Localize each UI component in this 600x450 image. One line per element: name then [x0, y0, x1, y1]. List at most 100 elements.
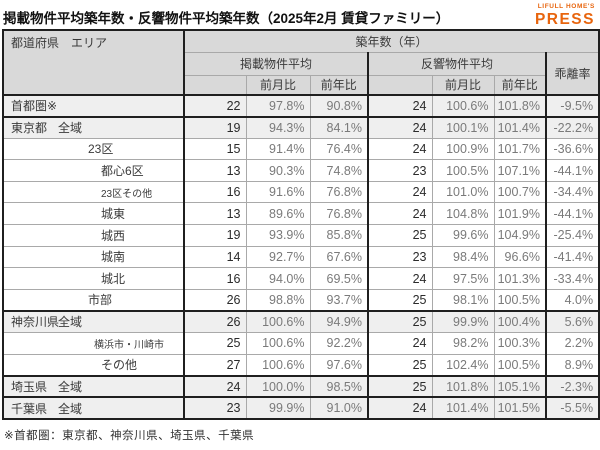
response-mom-value: 98.4% — [431, 245, 495, 269]
table-header: 都道府県 エリア 築年数（年） 掲載物件平均 反響物件平均 乖離率 前月比 前年… — [2, 29, 600, 96]
table-row: 都心6区 13 90.3% 74.8% 23 100.5% 107.1% -44… — [2, 159, 600, 182]
listed-yoy-value: 90.8% — [309, 94, 369, 118]
response-age-value: 24 — [367, 202, 433, 226]
response-yoy-value: 107.1% — [493, 159, 547, 182]
listed-yoy-value: 92.2% — [309, 332, 369, 355]
deviation-rate-value: -33.4% — [545, 267, 600, 290]
response-age-value: 24 — [367, 116, 433, 139]
header-deviation-rate: 乖離率 — [545, 51, 600, 96]
area-cell: 埼玉県 全域 — [2, 375, 185, 399]
area-cell: 城北 — [2, 267, 185, 290]
listed-age-value: 22 — [183, 94, 247, 118]
deviation-rate-value: -25.4% — [545, 224, 600, 247]
response-yoy-value: 101.7% — [493, 137, 547, 161]
response-age-value: 24 — [367, 137, 433, 161]
area-cell: その他 — [2, 353, 185, 377]
table-row: 城東 13 89.6% 76.8% 24 104.8% 101.9% -44.1… — [2, 202, 600, 226]
response-yoy-value: 105.1% — [493, 375, 547, 399]
header-response-average: 反響物件平均 — [367, 51, 547, 76]
listed-age-value: 23 — [183, 396, 247, 420]
area-cell: 東京都 全域 — [2, 116, 185, 139]
area-label: 全域 — [58, 315, 83, 330]
area-cell: 城西 — [2, 224, 185, 247]
area-cell: 都心6区 — [2, 159, 185, 182]
deviation-rate-value: -44.1% — [545, 202, 600, 226]
prefecture-label: 東京都 — [11, 121, 48, 136]
logo-press-text: PRESS — [534, 10, 595, 28]
footnote: ※首都圏：東京都、神奈川県、埼玉県、千葉県 — [4, 429, 255, 442]
listed-yoy-value: 76.8% — [309, 202, 369, 226]
listed-mom-value: 94.3% — [245, 116, 311, 139]
listed-age-value: 24 — [183, 375, 247, 399]
listed-mom-value: 100.6% — [245, 310, 311, 334]
listed-mom-value: 99.9% — [245, 396, 311, 420]
area-label: その他 — [101, 358, 138, 373]
deviation-rate-value: 8.9% — [545, 353, 600, 377]
listed-yoy-value: 98.5% — [309, 375, 369, 399]
response-yoy-value: 100.5% — [493, 288, 547, 312]
deviation-rate-value: -22.2% — [545, 116, 600, 139]
header-response-mom: 前月比 — [431, 74, 495, 96]
header-listed-average: 掲載物件平均 — [183, 51, 369, 76]
lifull-homes-press-logo: LIFULL HOME'S PRESS — [534, 3, 597, 28]
response-yoy-value: 104.9% — [493, 224, 547, 247]
listed-age-value: 25 — [183, 332, 247, 355]
listed-yoy-value: 85.8% — [309, 224, 369, 247]
response-age-value: 23 — [367, 245, 433, 269]
response-mom-value: 100.9% — [431, 137, 495, 161]
listed-mom-value: 92.7% — [245, 245, 311, 269]
listed-yoy-value: 97.6% — [309, 353, 369, 377]
listed-mom-value: 89.6% — [245, 202, 311, 226]
listed-yoy-value: 76.4% — [309, 137, 369, 161]
area-cell: 市部 — [2, 288, 185, 312]
listed-yoy-value: 84.1% — [309, 116, 369, 139]
area-label: 全域 — [58, 401, 83, 416]
deviation-rate-value: -44.1% — [545, 159, 600, 182]
area-label: 23区 — [88, 142, 114, 157]
response-mom-value: 101.0% — [431, 180, 495, 204]
response-mom-value: 100.1% — [431, 116, 495, 139]
listed-mom-value: 93.9% — [245, 224, 311, 247]
response-mom-value: 100.5% — [431, 159, 495, 182]
area-cell: 横浜市・川崎市 — [2, 332, 185, 355]
response-yoy-value: 101.3% — [493, 267, 547, 290]
table-row: 千葉県 全域 23 99.9% 91.0% 24 101.4% 101.5% -… — [2, 396, 600, 420]
response-mom-value: 101.4% — [431, 396, 495, 420]
area-label: 全域 — [58, 121, 83, 136]
prefecture-label: 首都圏※ — [11, 99, 58, 114]
response-age-value: 25 — [367, 375, 433, 399]
table-row: 東京都 全域 19 94.3% 84.1% 24 100.1% 101.4% -… — [2, 116, 600, 139]
header-building-age: 築年数（年） — [183, 29, 600, 53]
deviation-rate-value: 4.0% — [545, 288, 600, 312]
listed-yoy-value: 76.8% — [309, 180, 369, 204]
listed-age-value: 13 — [183, 202, 247, 226]
response-yoy-value: 100.4% — [493, 310, 547, 334]
area-cell: 神奈川県 全域 — [2, 310, 185, 334]
area-label: 都心6区 — [101, 164, 144, 179]
listed-mom-value: 97.8% — [245, 94, 311, 118]
area-label: 市部 — [88, 293, 113, 308]
area-cell: 23区その他 — [2, 180, 185, 204]
listed-age-value: 19 — [183, 224, 247, 247]
response-mom-value: 102.4% — [431, 353, 495, 377]
header-listed-mom: 前月比 — [245, 74, 311, 96]
table-row: 23区その他 16 91.6% 76.8% 24 101.0% 100.7% -… — [2, 180, 600, 204]
deviation-rate-value: -2.3% — [545, 375, 600, 399]
header-response-yoy: 前年比 — [493, 74, 547, 96]
response-age-value: 25 — [367, 288, 433, 312]
prefecture-label: 千葉県 — [11, 401, 48, 416]
area-label: 城東 — [101, 207, 126, 222]
listed-mom-value: 100.0% — [245, 375, 311, 399]
area-label: 城北 — [101, 272, 126, 287]
listed-age-value: 26 — [183, 310, 247, 334]
listed-yoy-value: 74.8% — [309, 159, 369, 182]
table-row: 城南 14 92.7% 67.6% 23 98.4% 96.6% -41.4% — [2, 245, 600, 269]
response-age-value: 24 — [367, 267, 433, 290]
listed-mom-value: 98.8% — [245, 288, 311, 312]
response-age-value: 23 — [367, 159, 433, 182]
area-label: 横浜市・川崎市 — [94, 339, 164, 351]
logo-brand-text: LIFULL HOME'S — [537, 3, 595, 10]
listed-age-value: 13 — [183, 159, 247, 182]
area-cell: 城南 — [2, 245, 185, 269]
table-row: 埼玉県 全域 24 100.0% 98.5% 25 101.8% 105.1% … — [2, 375, 600, 399]
